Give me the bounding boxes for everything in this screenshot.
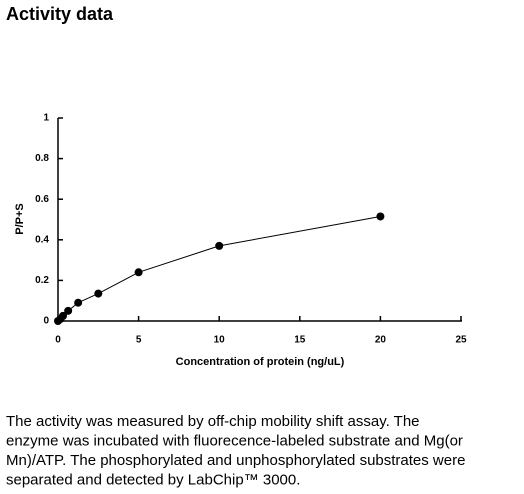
y-tick-label: 0.4 xyxy=(35,234,49,245)
x-tick-label: 25 xyxy=(455,335,467,346)
data-point xyxy=(215,241,224,250)
x-tick-label: 15 xyxy=(294,335,306,346)
y-tick-label: 0.6 xyxy=(35,194,49,205)
data-point xyxy=(376,212,385,221)
x-tick-label: 20 xyxy=(375,335,387,346)
x-tick-label: 5 xyxy=(136,335,142,346)
data-point xyxy=(134,268,143,277)
y-tick-label: 0 xyxy=(43,316,49,327)
caption-line: enzyme was incubated with fluorecence-la… xyxy=(6,432,463,449)
data-point xyxy=(74,298,83,307)
data-point xyxy=(94,289,103,298)
title: Activity data xyxy=(6,4,114,24)
caption: The activity was measured by off-chip mo… xyxy=(6,413,465,489)
data-line xyxy=(57,215,381,322)
x-tick-label: 0 xyxy=(55,335,61,346)
y-axis-label: P/P+S xyxy=(14,203,26,235)
x-tick-label: 10 xyxy=(214,335,226,346)
caption-line: The activity was measured by off-chip mo… xyxy=(6,413,420,430)
data-point xyxy=(64,306,73,315)
y-tick-label: 0.2 xyxy=(35,275,49,286)
data-point xyxy=(58,311,67,320)
caption-line: separated and detected by LabChip™ 3000. xyxy=(6,471,300,488)
x-axis-label: Concentration of protein (ng/uL) xyxy=(176,356,345,368)
caption-line: Mn)/ATP. The phosphorylated and unphosph… xyxy=(6,452,465,469)
y-tick-label: 1 xyxy=(43,113,49,124)
y-tick-label: 0.8 xyxy=(35,153,49,164)
